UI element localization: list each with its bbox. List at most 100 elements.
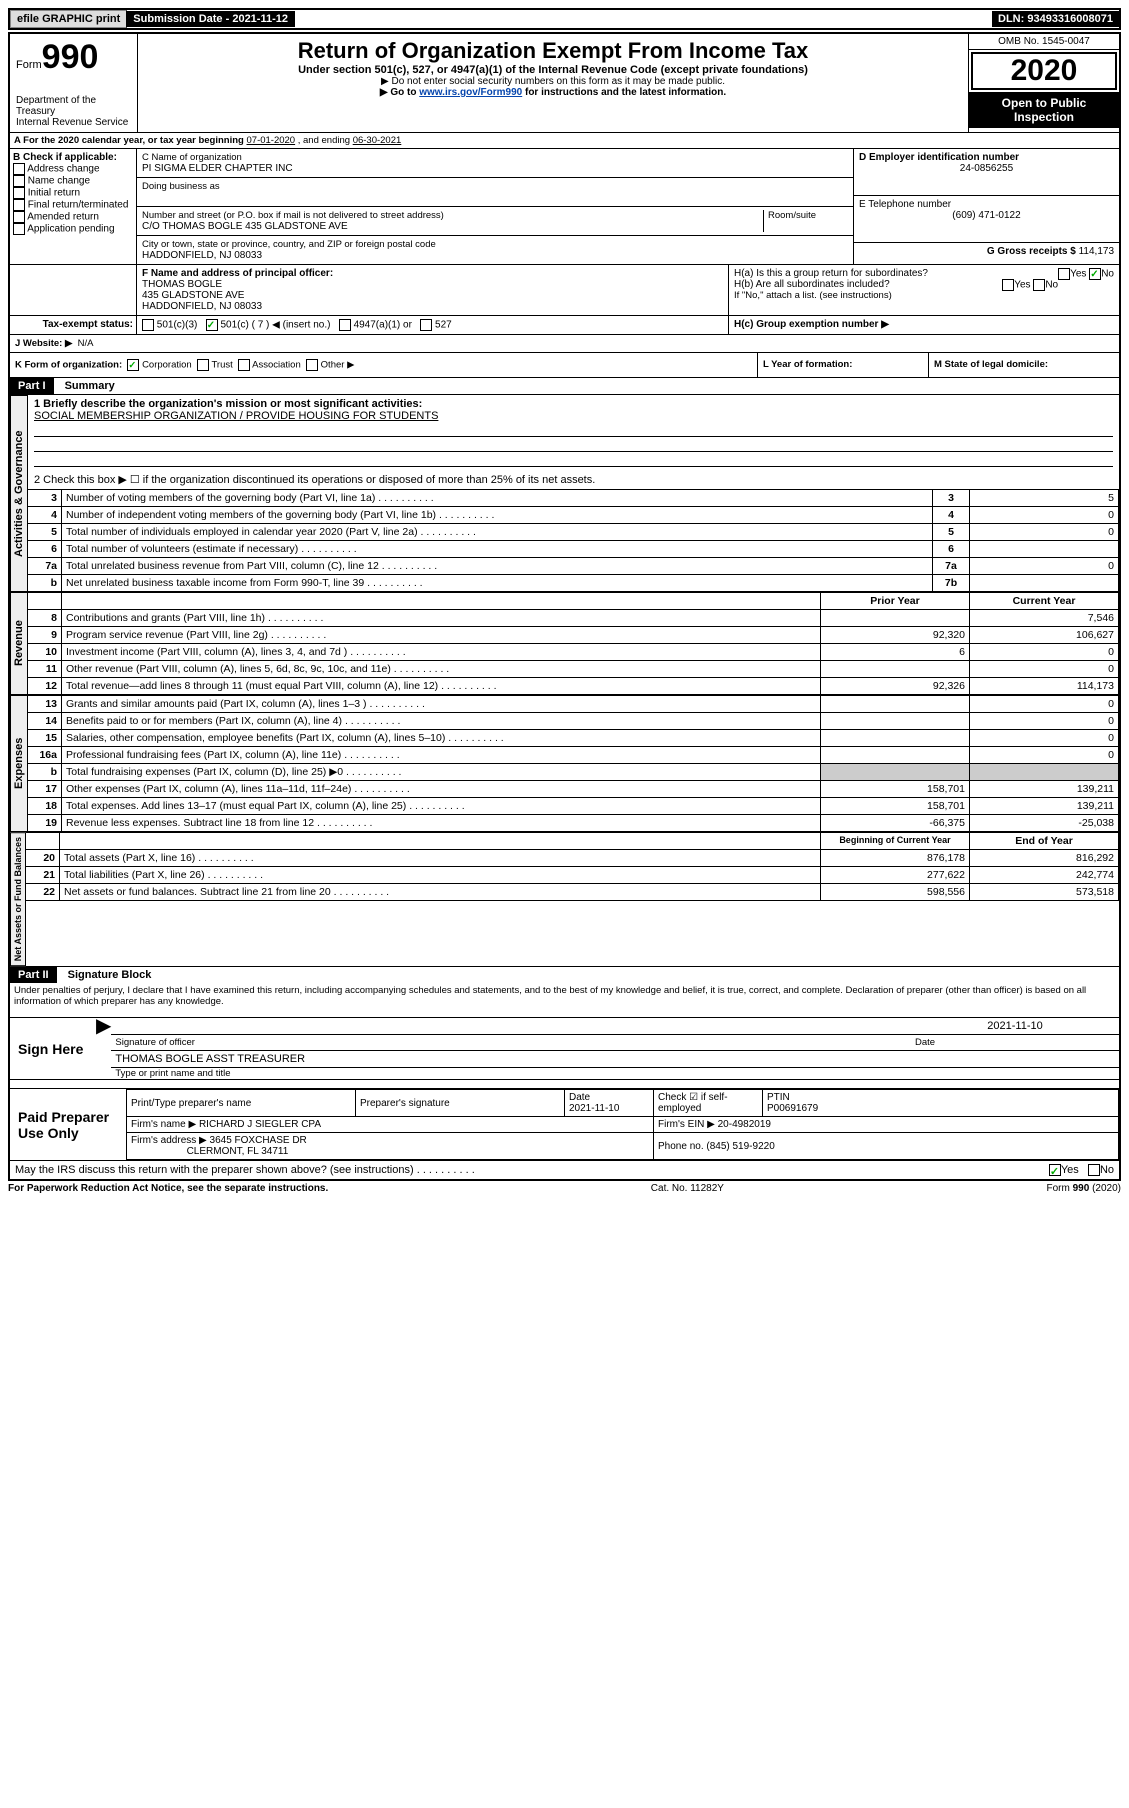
ha-no[interactable]: ✓ [1089, 268, 1101, 280]
group-return-section: H(a) Is this a group return for subordin… [728, 265, 1119, 315]
ha-yes[interactable] [1058, 268, 1070, 280]
dln: DLN: 93493316008071 [992, 11, 1119, 27]
tax-year: 2020 [971, 52, 1117, 90]
checkbox-initial[interactable] [13, 187, 25, 199]
perjury-declaration: Under penalties of perjury, I declare th… [10, 983, 1119, 1009]
col-c-name-address: C Name of organization PI SIGMA ELDER CH… [137, 149, 853, 264]
mission-text: SOCIAL MEMBERSHIP ORGANIZATION / PROVIDE… [34, 410, 438, 422]
form-title: Return of Organization Exempt From Incom… [142, 38, 964, 64]
discuss-no[interactable] [1088, 1164, 1100, 1176]
table-row: 3Number of voting members of the governi… [28, 490, 1119, 507]
dept-label: Department of the Treasury Internal Reve… [16, 95, 131, 128]
firm-phone: (845) 519-9220 [706, 1141, 774, 1152]
line-a: A For the 2020 calendar year, or tax yea… [10, 132, 1119, 148]
table-row: 5Total number of individuals employed in… [28, 524, 1119, 541]
subtitle-3: ▶ Go to www.irs.gov/Form990 for instruct… [142, 87, 964, 98]
chk-527[interactable] [420, 319, 432, 331]
officer-section: F Name and address of principal officer:… [10, 264, 1119, 315]
table-row: 22Net assets or fund balances. Subtract … [26, 884, 1119, 901]
vert-revenue: Revenue [10, 592, 28, 695]
checkbox-address-change[interactable] [13, 163, 25, 175]
chk-other[interactable] [306, 359, 318, 371]
firm-ein: 20-4982019 [718, 1119, 771, 1130]
chk-trust[interactable] [197, 359, 209, 371]
netassets-table: Beginning of Current Year End of Year 20… [26, 832, 1119, 901]
form-header: Form990 Department of the Treasury Inter… [10, 34, 1119, 132]
expenses-section: Expenses 13Grants and similar amounts pa… [10, 695, 1119, 832]
instructions-link[interactable]: www.irs.gov/Form990 [419, 87, 522, 98]
firm-name: RICHARD J SIEGLER CPA [199, 1119, 321, 1130]
checkbox-amended[interactable] [13, 211, 25, 223]
hb-no[interactable] [1033, 279, 1045, 291]
street-address: C/O THOMAS BOGLE 435 GLADSTONE AVE [142, 221, 348, 232]
vert-netassets: Net Assets or Fund Balances [10, 832, 26, 966]
table-row: 10Investment income (Part VIII, column (… [28, 644, 1119, 661]
chk-501c3[interactable] [142, 319, 154, 331]
table-row: 8Contributions and grants (Part VIII, li… [28, 610, 1119, 627]
chk-assoc[interactable] [238, 359, 250, 371]
principal-officer: F Name and address of principal officer:… [136, 265, 728, 315]
discuss-row: May the IRS discuss this return with the… [10, 1160, 1119, 1179]
table-row: 7aTotal unrelated business revenue from … [28, 558, 1119, 575]
governance-table: 3Number of voting members of the governi… [28, 489, 1119, 592]
vert-expenses: Expenses [10, 695, 28, 832]
table-row: 19Revenue less expenses. Subtract line 1… [28, 815, 1119, 832]
sign-here-block: Sign Here ▶ 2021-11-10 Signature of offi… [10, 1017, 1119, 1080]
table-row: 18Total expenses. Add lines 13–17 (must … [28, 798, 1119, 815]
website-row: J Website: ▶ N/A [10, 334, 1119, 352]
table-row: 17Other expenses (Part IX, column (A), l… [28, 781, 1119, 798]
table-row: 12Total revenue—add lines 8 through 11 (… [28, 678, 1119, 695]
chk-501c[interactable]: ✓ [206, 319, 218, 331]
checkbox-name-change[interactable] [13, 175, 25, 187]
part-2-header: Part II Signature Block [10, 966, 1119, 983]
org-name: PI SIGMA ELDER CHAPTER INC [142, 163, 293, 174]
table-row: bTotal fundraising expenses (Part IX, co… [28, 764, 1119, 781]
top-toolbar: efile GRAPHIC print Submission Date - 20… [8, 8, 1121, 30]
year-box-cell: OMB No. 1545-0047 2020 Open to Public In… [969, 34, 1119, 132]
tax-exempt-row: Tax-exempt status: 501(c)(3) ✓ 501(c) ( … [10, 315, 1119, 334]
part-1-body: Activities & Governance 1 Briefly descri… [10, 394, 1119, 592]
discuss-yes[interactable]: ✓ [1049, 1164, 1061, 1176]
table-row: 9Program service revenue (Part VIII, lin… [28, 627, 1119, 644]
subtitle-1: Under section 501(c), 527, or 4947(a)(1)… [142, 64, 964, 76]
col-b-checkboxes: B Check if applicable: Address change Na… [10, 149, 137, 264]
table-row: 13Grants and similar amounts paid (Part … [28, 696, 1119, 713]
table-row: 4Number of independent voting members of… [28, 507, 1119, 524]
submission-date: Submission Date - 2021-11-12 [127, 11, 295, 27]
telephone: (609) 471-0122 [859, 210, 1114, 221]
city-state-zip: HADDONFIELD, NJ 08033 [142, 250, 262, 261]
hb-yes[interactable] [1002, 279, 1014, 291]
table-row: 21Total liabilities (Part X, line 26) 27… [26, 867, 1119, 884]
title-cell: Return of Organization Exempt From Incom… [137, 34, 969, 132]
preparer-table: Print/Type preparer's name Preparer's si… [126, 1089, 1119, 1160]
table-row: 11Other revenue (Part VIII, column (A), … [28, 661, 1119, 678]
table-row: 20Total assets (Part X, line 16) 876,178… [26, 850, 1119, 867]
open-public-badge: Open to Public Inspection [969, 92, 1119, 128]
chk-4947[interactable] [339, 319, 351, 331]
gross-receipts: 114,173 [1079, 246, 1114, 257]
ein: 24-0856255 [859, 163, 1114, 174]
efile-label: efile GRAPHIC print [10, 10, 127, 28]
entity-info-section: B Check if applicable: Address change Na… [10, 148, 1119, 264]
revenue-table: Prior Year Current Year 8Contributions a… [28, 592, 1119, 695]
checkbox-pending[interactable] [13, 223, 25, 235]
table-row: bNet unrelated business taxable income f… [28, 575, 1119, 592]
paid-preparer-block: Paid Preparer Use Only Print/Type prepar… [10, 1088, 1119, 1160]
table-row: 14Benefits paid to or for members (Part … [28, 713, 1119, 730]
netassets-section: Net Assets or Fund Balances Beginning of… [10, 832, 1119, 966]
col-d-e-g: D Employer identification number 24-0856… [853, 149, 1119, 264]
part-1-header: Part I Summary [10, 377, 1119, 394]
page-footer: For Paperwork Reduction Act Notice, see … [8, 1183, 1121, 1194]
revenue-section: Revenue Prior Year Current Year 8Contrib… [10, 592, 1119, 695]
chk-corp[interactable]: ✓ [127, 359, 139, 371]
k-l-m-row: K Form of organization: ✓ Corporation Tr… [10, 352, 1119, 377]
subtitle-2: ▶ Do not enter social security numbers o… [142, 76, 964, 87]
officer-name: THOMAS BOGLE ASST TREASURER [111, 1051, 1119, 1068]
table-row: 6Total number of volunteers (estimate if… [28, 541, 1119, 558]
expenses-table: 13Grants and similar amounts paid (Part … [28, 695, 1119, 832]
table-row: 15Salaries, other compensation, employee… [28, 730, 1119, 747]
vert-governance: Activities & Governance [10, 395, 28, 592]
checkbox-final[interactable] [13, 199, 25, 211]
ptin: P00691679 [767, 1103, 818, 1114]
omb-number: OMB No. 1545-0047 [969, 34, 1119, 50]
